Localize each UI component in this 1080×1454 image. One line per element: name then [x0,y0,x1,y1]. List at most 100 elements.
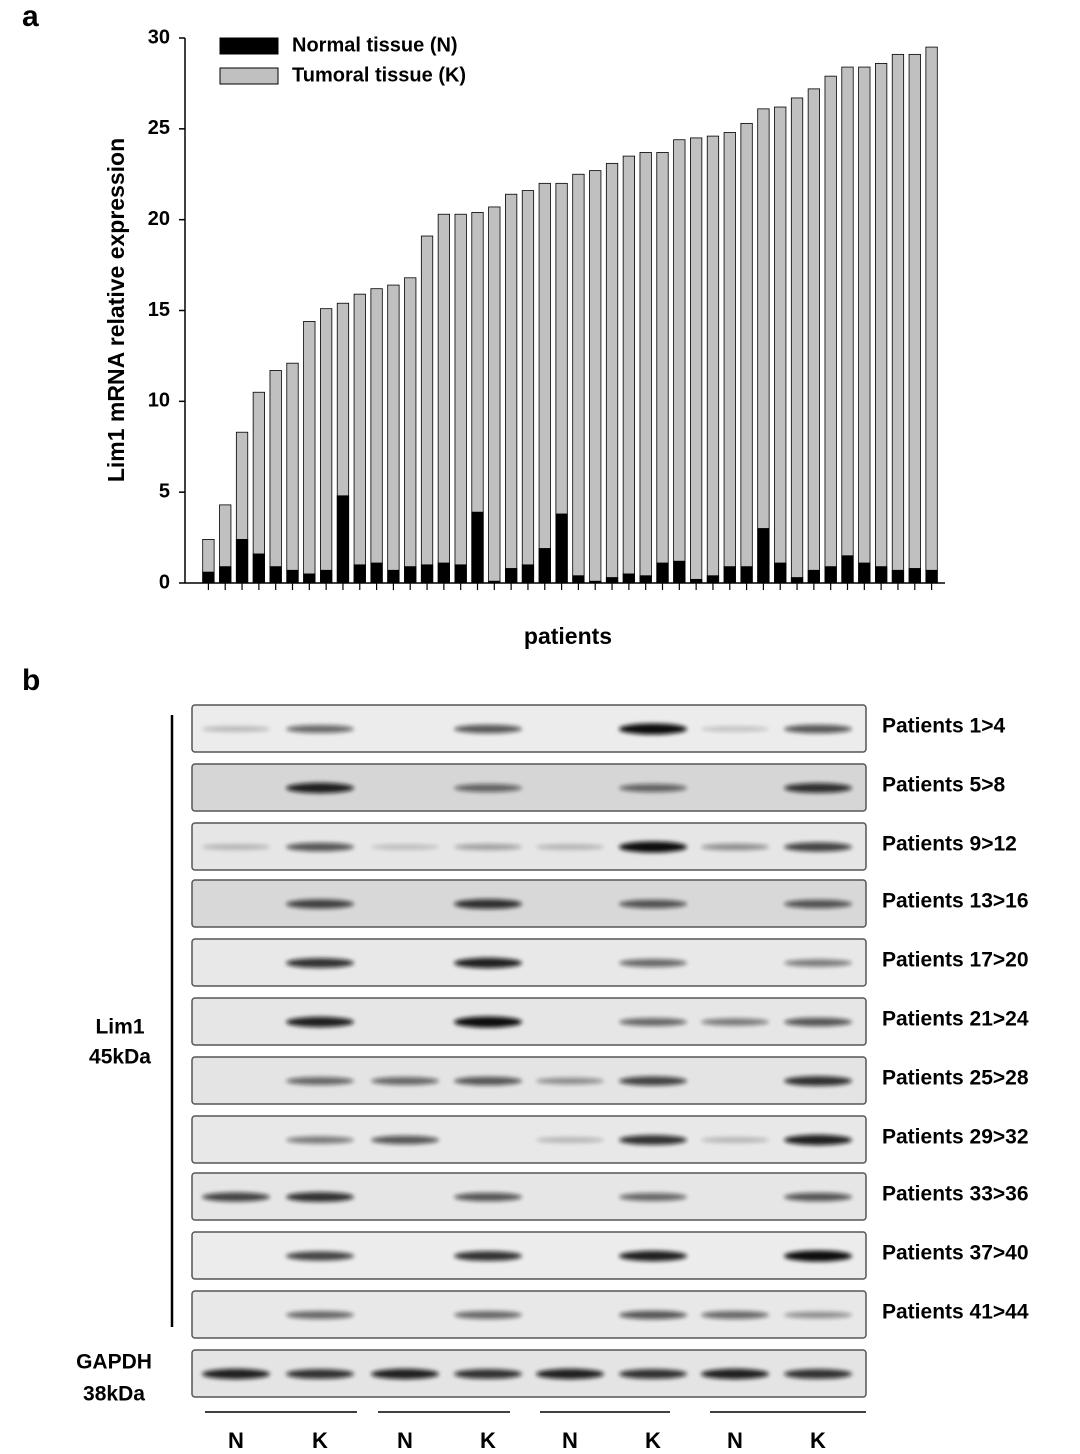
blot-band [619,1193,687,1201]
row-label: Patients 33>36 [882,1183,1029,1206]
bar [891,53,905,584]
bar [774,106,787,584]
lane-label: N [397,1428,413,1453]
bar [521,564,535,584]
bar [572,575,585,584]
blot-band [286,958,354,968]
blot-band [286,782,354,794]
y-axis-label: Lim1 mRNA relative expression [103,138,129,482]
blot-band [454,1016,522,1028]
legend-swatch [219,67,279,85]
bar [690,578,703,584]
bar [572,173,585,584]
blot-strip [191,1056,867,1105]
row-label: Patients 1>4 [882,715,1005,738]
blot-band [286,1251,354,1261]
blot-band [784,724,852,734]
blot-strip [191,879,867,928]
bar [790,97,804,584]
blot-band [371,1135,439,1145]
blot-band [286,899,354,909]
legend-label: Tumoral tissue (K) [292,64,466,86]
bar [605,577,619,584]
y-tick-label: 5 [159,480,170,502]
blot-band [619,1310,687,1320]
blot-band [784,842,852,852]
blot-band [536,1137,604,1143]
blot-band [454,843,522,851]
bar [824,75,837,584]
bar [925,569,938,584]
blot-band [371,1077,439,1085]
row-label: Patients 5>8 [882,774,1005,797]
blot-strip [191,1290,867,1339]
bar [757,108,770,584]
blot-band [784,1311,852,1319]
bar [252,553,265,584]
blot-band [536,1077,604,1085]
bar [471,511,484,584]
blot-band [454,724,522,734]
row-label: Patients 41>44 [882,1301,1029,1324]
blot-strip [191,822,867,871]
y-tick-label: 30 [148,26,170,48]
blot-band [371,1368,439,1380]
lane-label: N [228,1428,244,1453]
blot-band [784,1017,852,1027]
bar [589,580,602,584]
blot-band [202,844,270,850]
row-label: Patients 9>12 [882,833,1017,856]
bar [656,562,669,584]
row-label: Patients 25>28 [882,1067,1029,1090]
blot-band [202,1368,270,1380]
bar [622,573,635,584]
bar [622,155,635,584]
bar [404,277,417,584]
bar [824,566,837,584]
bar [320,569,333,584]
bar [757,528,770,584]
blot-band [619,784,687,792]
blot-band [701,843,769,851]
blot-band [701,726,769,732]
blot-band [784,1134,852,1146]
blot-strip [191,997,867,1046]
blot-band [619,1018,687,1026]
bar [807,569,820,584]
bar [774,562,787,584]
row-label: Patients 17>20 [882,949,1029,972]
bar [740,122,753,584]
blot-band [286,1077,354,1085]
blot-band [619,841,687,853]
y-tick-label: 25 [148,117,170,139]
lane-label: K [645,1428,661,1453]
blot-band [286,1369,354,1379]
blot-band [202,1192,270,1202]
blot-band [454,1192,522,1202]
blot-band [454,1251,522,1261]
blot-band [286,725,354,733]
blot-band [286,1192,354,1202]
bar [488,580,501,584]
bar [353,564,366,584]
blot-band [701,1137,769,1143]
row-label: Patients 13>16 [882,890,1029,913]
bar [706,575,720,584]
blot-band [371,844,439,850]
gapdh-label: GAPDH [76,1351,152,1374]
lim1-label: Lim1 [95,1016,144,1039]
bar [639,575,652,584]
bar [505,193,518,584]
bar [807,88,820,584]
blot-band [784,1369,852,1379]
blot-band [454,1311,522,1319]
bar [353,293,366,584]
bar [387,569,400,584]
bar [320,308,333,584]
bar [336,495,350,584]
bar [286,569,299,584]
blot-band [784,959,852,967]
lane-label: K [480,1428,496,1453]
bar [387,284,400,584]
